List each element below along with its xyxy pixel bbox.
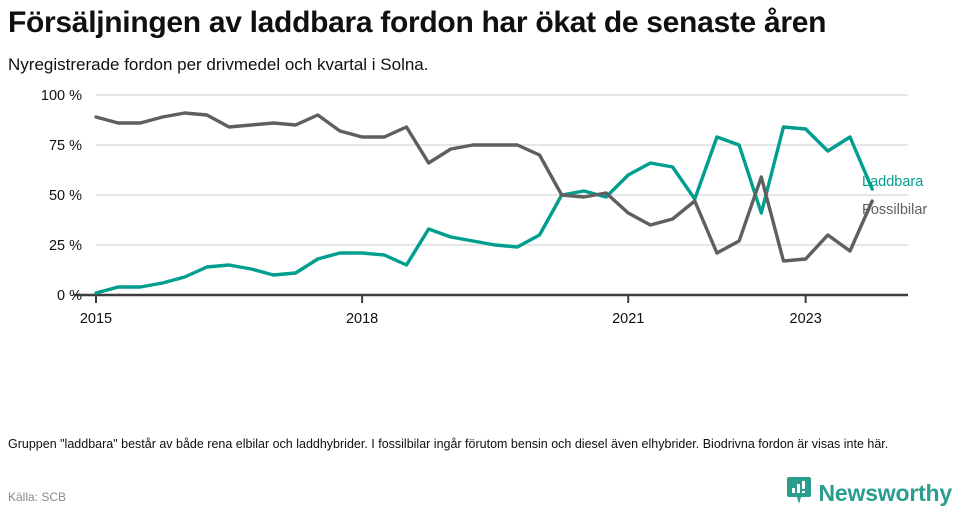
x-tick-label: 2018 [346,311,378,327]
newsworthy-logo: Newsworthy [786,476,952,511]
chart-source: Källa: SCB [8,490,67,504]
series-line-fossilbilar [94,111,874,263]
page-title: Försäljningen av laddbara fordon har öka… [8,6,827,39]
x-tick-label: 2015 [80,311,112,327]
chart-footnote: Gruppen "laddbara" består av både rena e… [8,437,889,451]
y-tick-label: 100 % [41,88,82,104]
x-axis [74,293,908,303]
x-tick-label: 2023 [790,311,822,327]
gridlines [96,93,908,246]
line-chart: 0 % 25 % 50 % 75 % 100 % 2015 2018 2021 2023 La… [8,87,952,337]
x-tick-label: 2021 [612,311,644,327]
y-tick-label: 0 % [57,288,82,304]
newsworthy-wordmark: Newsworthy [818,480,953,506]
y-tick-label: 75 % [49,138,82,154]
series-lines [94,111,874,295]
chart-page: Försäljningen av laddbara fordon har öka… [0,6,960,511]
chart-canvas: 0 % 25 % 50 % 75 % 100 % 2015 2018 2021 2023 La… [41,88,928,327]
series-label-fossilbilar: Fossilbilar [862,202,927,218]
y-axis-tick-labels: 0 % 25 % 50 % 75 % 100 % [41,88,82,304]
y-tick-label: 50 % [49,188,82,204]
series-label-laddbara: Laddbara [862,174,924,190]
series-end-labels: Laddbara Fossilbilar [862,174,927,218]
series-line-laddbara [94,125,874,295]
page-subtitle: Nyregistrerade fordon per drivmedel och … [8,54,429,74]
y-tick-label: 25 % [49,238,82,254]
newsworthy-pin-icon [786,476,812,511]
x-axis-tick-labels: 2015 2018 2021 2023 [80,311,822,327]
